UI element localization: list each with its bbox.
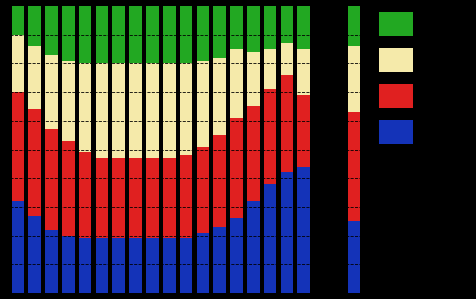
Bar (146, 63, 159, 158)
Bar (129, 158, 141, 239)
Bar (96, 6, 108, 63)
Bar (196, 60, 208, 147)
Bar (45, 230, 58, 293)
Bar (79, 63, 91, 152)
Bar (247, 106, 259, 201)
Bar (297, 49, 309, 95)
Bar (179, 239, 192, 293)
Bar (229, 49, 242, 118)
Bar (112, 239, 125, 293)
Bar (347, 46, 360, 112)
Bar (280, 173, 293, 293)
Bar (263, 184, 276, 293)
Bar (347, 221, 360, 293)
Bar (280, 43, 293, 75)
Bar (11, 92, 24, 201)
Bar (129, 6, 141, 63)
Bar (79, 239, 91, 293)
Bar (96, 158, 108, 239)
Bar (96, 239, 108, 293)
Bar (112, 6, 125, 63)
Bar (79, 6, 91, 63)
Bar (62, 6, 75, 60)
Bar (280, 75, 293, 173)
Bar (112, 63, 125, 158)
Bar (263, 89, 276, 184)
Bar (29, 46, 41, 109)
Bar (347, 6, 360, 46)
Bar (79, 152, 91, 239)
Bar (146, 6, 159, 63)
Bar (196, 6, 208, 60)
Bar (297, 95, 309, 167)
Bar (247, 6, 259, 52)
Bar (229, 218, 242, 293)
Bar (129, 239, 141, 293)
Bar (196, 147, 208, 233)
Bar (179, 63, 192, 155)
Bar (11, 35, 24, 92)
Bar (29, 109, 41, 216)
Bar (163, 63, 175, 158)
Bar (163, 6, 175, 63)
Bar (229, 6, 242, 49)
Bar (297, 6, 309, 49)
Bar (213, 6, 226, 58)
Bar (146, 239, 159, 293)
Bar (11, 6, 24, 35)
Bar (247, 52, 259, 106)
Bar (213, 135, 226, 227)
Bar (163, 158, 175, 239)
Bar (179, 6, 192, 63)
Bar (45, 55, 58, 129)
Bar (146, 158, 159, 239)
Bar (62, 60, 75, 141)
Bar (263, 6, 276, 49)
Bar (196, 233, 208, 293)
Bar (96, 63, 108, 158)
Bar (347, 112, 360, 221)
Bar (62, 236, 75, 293)
Bar (29, 6, 41, 46)
Bar (62, 141, 75, 236)
Bar (213, 227, 226, 293)
Bar (45, 129, 58, 230)
Bar (45, 6, 58, 55)
Bar (112, 158, 125, 239)
Bar (247, 201, 259, 293)
Bar (229, 118, 242, 218)
Bar (280, 6, 293, 43)
Bar (213, 58, 226, 135)
Bar (163, 239, 175, 293)
Bar (29, 216, 41, 293)
Bar (129, 63, 141, 158)
Bar (11, 201, 24, 293)
Bar (297, 167, 309, 293)
Bar (263, 49, 276, 89)
Bar (179, 155, 192, 239)
